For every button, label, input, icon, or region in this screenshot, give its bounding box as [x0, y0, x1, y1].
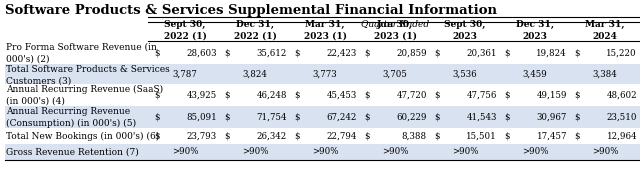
Text: Pro Forma Software Revenue (in
000's) (2): Pro Forma Software Revenue (in 000's) (2… [6, 43, 157, 64]
Text: 15,220: 15,220 [606, 49, 637, 57]
Text: Annual Recurring Revenue (SaaS)
(in 000's) (4): Annual Recurring Revenue (SaaS) (in 000'… [6, 85, 163, 106]
Text: 23,793: 23,793 [187, 132, 217, 140]
Text: Total Software Products & Services
Customers (3): Total Software Products & Services Custo… [6, 65, 170, 85]
Text: $: $ [364, 132, 369, 140]
Text: 35,612: 35,612 [257, 49, 287, 57]
Text: Annual Recurring Revenue
(Consumption) (in 000's) (5): Annual Recurring Revenue (Consumption) (… [6, 107, 136, 128]
Text: 12,964: 12,964 [607, 132, 637, 140]
Text: >90%: >90% [172, 147, 198, 156]
Text: Quarter Ended: Quarter Ended [361, 19, 429, 28]
Text: 26,342: 26,342 [257, 132, 287, 140]
Text: 60,229: 60,229 [397, 112, 427, 122]
Text: Mar 31,
2024: Mar 31, 2024 [585, 20, 625, 41]
Text: 49,159: 49,159 [536, 91, 567, 99]
Text: Jun 30,
2023 (1): Jun 30, 2023 (1) [374, 20, 417, 41]
Text: $: $ [154, 112, 159, 122]
Text: 71,754: 71,754 [257, 112, 287, 122]
Text: 41,543: 41,543 [467, 112, 497, 122]
Text: 45,453: 45,453 [327, 91, 357, 99]
Text: Sept 30,
2022 (1): Sept 30, 2022 (1) [164, 20, 207, 41]
Text: $: $ [154, 49, 159, 57]
Text: 3,536: 3,536 [452, 70, 477, 78]
Text: 3,384: 3,384 [593, 70, 618, 78]
Text: $: $ [434, 91, 440, 99]
Text: 3,824: 3,824 [243, 70, 268, 78]
Text: 20,859: 20,859 [396, 49, 427, 57]
Text: $: $ [224, 132, 230, 140]
Text: $: $ [434, 132, 440, 140]
Text: $: $ [224, 49, 230, 57]
Text: 30,967: 30,967 [536, 112, 567, 122]
Bar [5, 106, 640, 128]
Text: Dec 31,
2022 (1): Dec 31, 2022 (1) [234, 20, 276, 41]
Text: Total New Bookings (in 000's) (6): Total New Bookings (in 000's) (6) [6, 131, 159, 141]
Text: Software Products & Services Supplemental Financial Information: Software Products & Services Supplementa… [5, 4, 497, 17]
Text: $: $ [364, 112, 369, 122]
Text: $: $ [294, 112, 300, 122]
Text: $: $ [294, 49, 300, 57]
Text: $: $ [574, 91, 579, 99]
Text: $: $ [224, 112, 230, 122]
Text: $: $ [294, 91, 300, 99]
Text: 15,501: 15,501 [467, 132, 497, 140]
Text: 19,824: 19,824 [536, 49, 567, 57]
Text: 22,423: 22,423 [327, 49, 357, 57]
Text: $: $ [574, 132, 579, 140]
Text: 20,361: 20,361 [467, 49, 497, 57]
Text: >90%: >90% [452, 147, 478, 156]
Text: $: $ [504, 132, 509, 140]
Text: 8,388: 8,388 [402, 132, 427, 140]
Text: $: $ [434, 49, 440, 57]
Text: 17,457: 17,457 [536, 132, 567, 140]
Text: Dec 31,
2023: Dec 31, 2023 [516, 20, 554, 41]
Text: $: $ [574, 112, 579, 122]
Text: 48,602: 48,602 [606, 91, 637, 99]
Text: $: $ [154, 91, 159, 99]
Text: Mar 31,
2023 (1): Mar 31, 2023 (1) [303, 20, 346, 41]
Text: 47,756: 47,756 [467, 91, 497, 99]
Text: 23,510: 23,510 [607, 112, 637, 122]
Text: Sept 30,
2023: Sept 30, 2023 [444, 20, 486, 41]
Text: 43,925: 43,925 [187, 91, 217, 99]
Text: $: $ [294, 132, 300, 140]
Text: Gross Revenue Retention (7): Gross Revenue Retention (7) [6, 147, 139, 156]
Text: 3,773: 3,773 [313, 70, 337, 78]
Text: 47,720: 47,720 [397, 91, 427, 99]
Text: $: $ [364, 91, 369, 99]
Text: 3,705: 3,705 [383, 70, 408, 78]
Text: >90%: >90% [522, 147, 548, 156]
Text: 46,248: 46,248 [257, 91, 287, 99]
Text: $: $ [224, 91, 230, 99]
Bar [5, 64, 640, 84]
Bar [5, 144, 640, 160]
Text: $: $ [504, 91, 509, 99]
Text: 28,603: 28,603 [186, 49, 217, 57]
Text: $: $ [574, 49, 579, 57]
Text: 22,794: 22,794 [326, 132, 357, 140]
Text: $: $ [364, 49, 369, 57]
Text: $: $ [504, 49, 509, 57]
Text: 3,787: 3,787 [173, 70, 197, 78]
Text: $: $ [434, 112, 440, 122]
Text: >90%: >90% [312, 147, 339, 156]
Text: $: $ [154, 132, 159, 140]
Text: >90%: >90% [381, 147, 408, 156]
Text: >90%: >90% [242, 147, 268, 156]
Text: 67,242: 67,242 [326, 112, 357, 122]
Text: $: $ [504, 112, 509, 122]
Text: 85,091: 85,091 [186, 112, 217, 122]
Text: 3,459: 3,459 [523, 70, 547, 78]
Text: >90%: >90% [592, 147, 618, 156]
